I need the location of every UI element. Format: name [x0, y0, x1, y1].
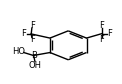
Text: B: B [31, 51, 37, 60]
Text: F: F [99, 21, 104, 30]
Text: HO: HO [12, 47, 25, 56]
Text: F: F [30, 35, 35, 44]
Text: F: F [30, 21, 35, 30]
Text: F: F [99, 35, 104, 44]
Text: OH: OH [29, 61, 42, 70]
Text: F: F [108, 29, 112, 38]
Text: F: F [21, 29, 26, 38]
